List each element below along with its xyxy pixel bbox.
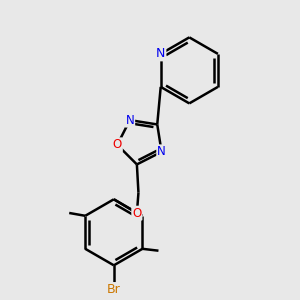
Text: N: N xyxy=(156,47,165,60)
Text: N: N xyxy=(125,114,134,127)
Text: Br: Br xyxy=(107,283,121,296)
Text: N: N xyxy=(157,145,166,158)
Text: O: O xyxy=(132,207,142,220)
Text: O: O xyxy=(113,138,122,151)
